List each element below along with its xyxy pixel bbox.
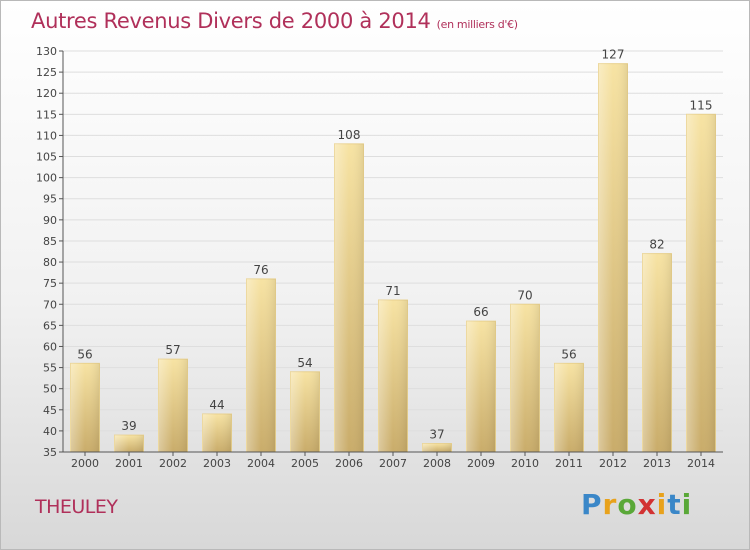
value-label: 76 — [253, 263, 268, 277]
y-tick-label: 105 — [36, 151, 57, 164]
x-tick-label: 2000 — [71, 457, 99, 470]
value-label: 127 — [602, 48, 625, 62]
commune-name: THEULEY — [35, 496, 118, 518]
bar-shade — [334, 143, 364, 452]
bar-shade — [510, 304, 540, 452]
value-label: 66 — [473, 305, 488, 319]
value-label: 37 — [429, 428, 444, 442]
bars: 56 39 57 44 76 54 108 71 37 66 70 56 127 82 115 — [70, 48, 716, 453]
y-tick-label: 125 — [36, 66, 57, 79]
bar-shade — [290, 371, 320, 452]
y-tick-label: 40 — [43, 425, 57, 438]
x-tick-label: 2013 — [643, 457, 671, 470]
bar-shade — [202, 414, 232, 452]
x-tick-label: 2003 — [203, 457, 231, 470]
value-label: 57 — [165, 343, 180, 357]
value-label: 39 — [121, 419, 136, 433]
x-tick-label: 2011 — [555, 457, 583, 470]
y-tick-label: 120 — [36, 87, 57, 100]
y-tick-label: 100 — [36, 172, 57, 185]
bar-shade — [378, 300, 408, 452]
x-tick-label: 2007 — [379, 457, 407, 470]
bar-shade — [598, 63, 628, 453]
bar-shade — [422, 443, 452, 452]
value-label: 44 — [209, 398, 224, 412]
y-tick-label: 80 — [43, 256, 57, 269]
y-tick-label: 85 — [43, 235, 57, 248]
y-tick-label: 75 — [43, 277, 57, 290]
bar-shade — [114, 435, 144, 452]
x-tick-label: 2006 — [335, 457, 363, 470]
x-tick-label: 2001 — [115, 457, 143, 470]
x-tick-label: 2004 — [247, 457, 275, 470]
x-tick-label: 2005 — [291, 457, 319, 470]
bar-shade — [466, 321, 496, 452]
y-tick-label: 50 — [43, 383, 57, 396]
x-tick-label: 2012 — [599, 457, 627, 470]
value-label: 54 — [297, 356, 312, 370]
bar-shade — [158, 359, 188, 452]
value-label: 108 — [338, 128, 361, 142]
x-tick-label: 2002 — [159, 457, 187, 470]
bar-shade — [246, 278, 276, 452]
chart-title-text: Autres Revenus Divers de 2000 à 2014 — [31, 9, 431, 33]
y-tick-label: 90 — [43, 214, 57, 227]
proxiti-logo: Proxiti — [581, 488, 693, 521]
y-tick-label: 130 — [36, 45, 57, 58]
value-label: 115 — [690, 98, 713, 112]
y-tick-label: 70 — [43, 298, 57, 311]
y-tick-label: 35 — [43, 446, 57, 459]
value-label: 82 — [649, 238, 664, 252]
bar-shade — [686, 114, 716, 452]
axes: 35 40 45 50 55 60 65 70 75 80 85 90 95 100 105 110 115 12… — [36, 45, 723, 470]
bar-shade — [554, 363, 584, 452]
value-label: 56 — [561, 347, 576, 361]
value-label: 71 — [385, 284, 400, 298]
y-tick-label: 115 — [36, 108, 57, 121]
value-label: 70 — [517, 288, 532, 302]
x-tick-label: 2009 — [467, 457, 495, 470]
y-tick-label: 110 — [36, 129, 57, 142]
y-tick-label: 45 — [43, 404, 57, 417]
y-tick-label: 65 — [43, 319, 57, 332]
x-tick-label: 2008 — [423, 457, 451, 470]
bar-shade — [70, 363, 100, 452]
value-label: 56 — [77, 347, 92, 361]
chart-title: Autres Revenus Divers de 2000 à 2014 (en … — [31, 9, 518, 33]
x-tick-label: 2010 — [511, 457, 539, 470]
bar-shade — [642, 253, 672, 452]
chart-unit: (en milliers d'€) — [436, 18, 518, 31]
y-tick-label: 95 — [43, 193, 57, 206]
x-tick-label: 2014 — [687, 457, 715, 470]
y-tick-label: 60 — [43, 340, 57, 353]
y-tick-label: 55 — [43, 362, 57, 375]
